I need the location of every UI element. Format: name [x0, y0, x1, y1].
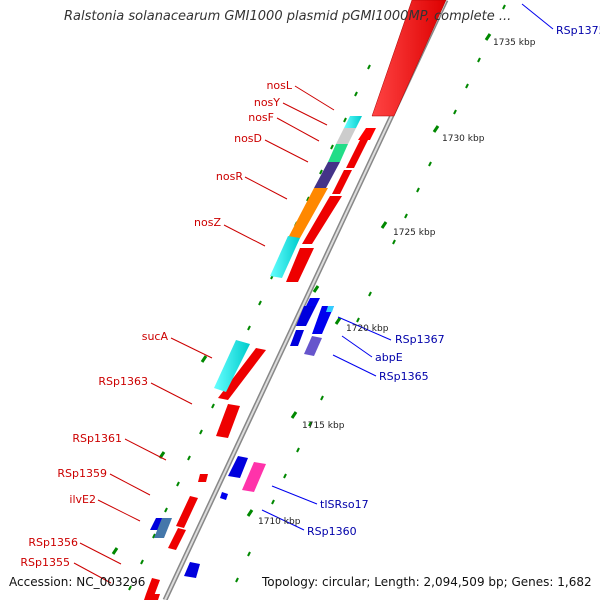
- gene-label[interactable]: tISRso17: [320, 498, 369, 511]
- gene-labels-right: RSp1375 RSp1367 abpE RSp1365 tISRso17 RS…: [307, 24, 600, 538]
- gene-nosL[interactable]: [344, 116, 362, 128]
- major-ticks: [111, 33, 492, 555]
- scale-label: 1730 kbp: [442, 134, 485, 144]
- gene-label[interactable]: abpE: [375, 351, 403, 364]
- gene-label[interactable]: RSp1363: [98, 375, 148, 388]
- topology-summary: Topology: circular; Length: 2,094,509 bp…: [262, 575, 592, 589]
- gene-forward-arrow[interactable]: [218, 348, 266, 400]
- gene-label[interactable]: nosF: [248, 111, 274, 124]
- gene-forward-arrow[interactable]: [144, 594, 160, 600]
- scale-labels: 1735 kbp 1730 kbp 1725 kbp 1720 kbp 1715…: [258, 38, 536, 527]
- gene-label[interactable]: RSp1375: [556, 24, 600, 37]
- gene-label[interactable]: RSp1367: [395, 333, 445, 346]
- gene-reverse[interactable]: [228, 456, 248, 478]
- gene-forward-arrow[interactable]: [168, 528, 186, 550]
- gene-label[interactable]: RSp1360: [307, 525, 357, 538]
- gene-label[interactable]: RSp1361: [72, 432, 122, 445]
- leader-lines-left: [73, 85, 335, 584]
- gene-reverse[interactable]: [150, 518, 164, 530]
- gene-label[interactable]: nosY: [254, 96, 280, 109]
- scale-label: 1715 kbp: [302, 421, 345, 431]
- accession-label: Accession: NC_003296: [9, 575, 146, 589]
- gene-label[interactable]: nosZ: [194, 216, 221, 229]
- gene-label[interactable]: nosD: [234, 132, 262, 145]
- gene-nosR[interactable]: [288, 188, 328, 238]
- nos-cluster: [214, 116, 362, 392]
- gene-forward-arrow[interactable]: [286, 248, 314, 282]
- gene-abpE[interactable]: [290, 330, 304, 346]
- gene-label[interactable]: nosL: [266, 79, 292, 92]
- gene-labels-left: nosL nosY nosF nosD nosR nosZ sucA RSp13…: [20, 79, 292, 569]
- gene-forward-arrow[interactable]: [332, 170, 352, 194]
- gene-forward-arrow[interactable]: [198, 474, 208, 482]
- reverse-genes: [150, 298, 334, 578]
- gene-reverse[interactable]: [326, 306, 334, 312]
- scale-label: 1735 kbp: [493, 38, 536, 48]
- scale-label: 1725 kbp: [393, 228, 436, 238]
- gene-nosY[interactable]: [336, 128, 356, 144]
- scale-label: 1710 kbp: [258, 517, 301, 527]
- gene-forward-arrow[interactable]: [146, 578, 160, 596]
- gene-reverse[interactable]: [220, 492, 228, 500]
- gene-label[interactable]: RSp1359: [57, 467, 107, 480]
- gene-sucA[interactable]: [214, 340, 250, 392]
- gene-label[interactable]: nosR: [216, 170, 243, 183]
- gene-RSp1365[interactable]: [304, 336, 322, 356]
- gene-nosZ[interactable]: [270, 236, 300, 278]
- gene-reverse[interactable]: [184, 562, 200, 578]
- leader-lines-right: [261, 3, 554, 531]
- gene-label[interactable]: sucA: [142, 330, 169, 343]
- gene-label[interactable]: RSp1365: [379, 370, 429, 383]
- gene-label[interactable]: RSp1356: [28, 536, 78, 549]
- gene-label[interactable]: RSp1355: [20, 556, 70, 569]
- forward-genes: [144, 0, 447, 600]
- gene-forward-arrow[interactable]: [302, 196, 342, 244]
- gene-forward-arrow[interactable]: [176, 496, 198, 528]
- gene-large-forward[interactable]: [371, 0, 447, 117]
- gene-tISRso17[interactable]: [242, 462, 266, 492]
- tick-track-right: [235, 4, 506, 583]
- gene-RSp1367[interactable]: [312, 306, 334, 334]
- gene-nosF[interactable]: [328, 144, 348, 162]
- gene-reverse[interactable]: [296, 306, 316, 326]
- map-title: Ralstonia solanacearum GMI1000 plasmid p…: [64, 9, 512, 24]
- gene-label[interactable]: ilvE2: [69, 493, 96, 506]
- gene-reverse[interactable]: [306, 298, 320, 306]
- scale-label: 1720 kbp: [346, 324, 389, 334]
- gene-ilvE2[interactable]: [154, 518, 172, 538]
- gene-forward-arrow[interactable]: [358, 128, 376, 140]
- gene-forward-arrow[interactable]: [216, 404, 240, 438]
- gene-forward-arrow[interactable]: [346, 140, 368, 168]
- gene-nosD[interactable]: [314, 162, 340, 188]
